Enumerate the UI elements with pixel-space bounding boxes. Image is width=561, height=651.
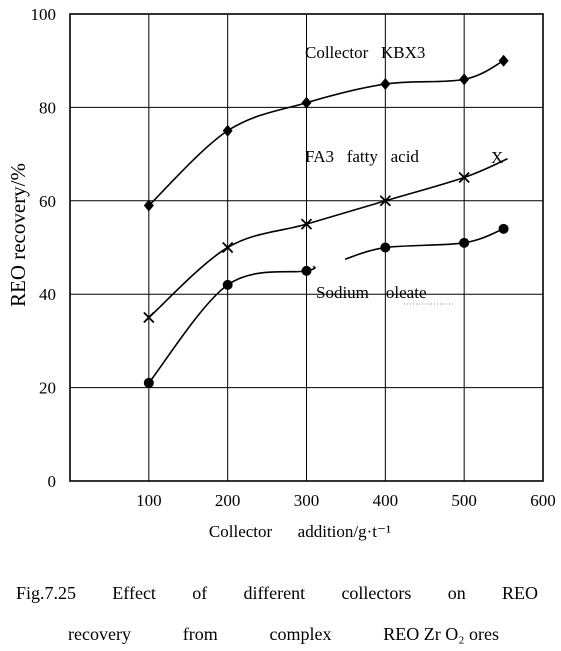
- series-line-2: [344, 228, 504, 260]
- series-line-0: [148, 59, 504, 207]
- caption-word: REO Zr O₂ ores: [383, 624, 499, 644]
- caption-word: collectors: [341, 583, 412, 603]
- data-point-circle: [459, 237, 470, 248]
- chart: 0 20 40 60 80 100 100 200 300 400 500 600 Collector…: [6, 5, 556, 541]
- data-point-circle: [222, 279, 233, 290]
- x-tick-label: 500: [451, 491, 477, 510]
- x-tick-label: 600: [530, 491, 556, 510]
- y-tick-label: 100: [31, 5, 57, 24]
- series-label-0: Collector KBX3: [305, 43, 425, 62]
- series-label-1: FA3 fatty acid: [305, 147, 419, 166]
- y-tick-label: 20: [39, 379, 56, 398]
- y-tick-label: 60: [39, 192, 56, 211]
- data-point-circle: [380, 242, 391, 253]
- caption-word: REO: [502, 583, 538, 603]
- tick-labels: 0 20 40 60 80 100 100 200 300 400 500 600: [31, 5, 556, 510]
- caption-word: recovery: [68, 624, 131, 644]
- caption-word: Fig.7.25: [16, 583, 77, 603]
- y-axis-label: REO recovery/%: [6, 163, 30, 307]
- series-lines: [148, 59, 508, 384]
- y-tick-label: 80: [39, 98, 56, 117]
- y-tick-label: 0: [48, 472, 57, 491]
- plot-frame: [69, 13, 544, 482]
- caption-word: Effect: [112, 583, 156, 603]
- caption-word: from: [182, 624, 218, 644]
- data-point-x: [300, 218, 313, 230]
- data-point-circle: [301, 265, 312, 276]
- y-tick-label: 40: [39, 285, 56, 304]
- caption-word: complex: [269, 624, 332, 644]
- x-tick-label: 400: [373, 491, 399, 510]
- series-label-2: Sodium oleate: [316, 283, 426, 302]
- caption-word: of: [192, 583, 208, 603]
- data-point-circle: [498, 223, 509, 234]
- data-point-circle: [143, 377, 154, 388]
- data-point-x: [458, 171, 470, 184]
- data-point-diamond: [301, 96, 312, 109]
- x-axis-label: Collector addition/g·t⁻¹: [209, 522, 391, 541]
- data-point-x: [222, 241, 234, 254]
- grid: [70, 14, 543, 481]
- series-line-2: [148, 265, 316, 384]
- series-labels: Collector KBX3 FA3 fatty acid Sodium oleat…: [305, 43, 503, 305]
- x-tick-label: 200: [215, 491, 241, 510]
- data-point-x: [379, 195, 391, 207]
- data-point-x-stroke: [458, 171, 470, 184]
- data-point-diamond: [222, 124, 233, 137]
- data-point-x-stroke: [379, 195, 391, 207]
- x-tick-label: 300: [294, 491, 320, 510]
- annotation-label: X: [491, 148, 503, 167]
- caption-word: different: [243, 583, 306, 603]
- data-point-diamond: [459, 73, 470, 86]
- axes: [69, 13, 544, 482]
- x-tick-label: 100: [136, 491, 162, 510]
- data-markers: [143, 54, 509, 388]
- data-point-x-stroke: [143, 311, 155, 324]
- data-point-x-stroke: [222, 241, 234, 254]
- caption-word: on: [447, 583, 466, 603]
- data-point-diamond: [498, 54, 509, 67]
- data-point-x-stroke: [300, 218, 313, 230]
- data-point-diamond: [143, 199, 154, 212]
- data-point-diamond: [380, 78, 391, 91]
- data-point-x: [143, 311, 155, 324]
